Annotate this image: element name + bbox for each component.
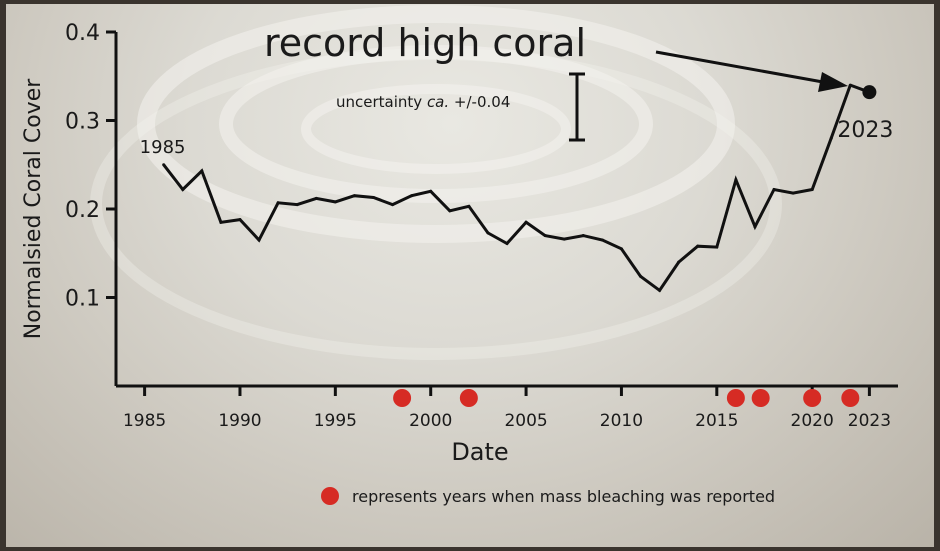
- series-data-point: [429, 189, 433, 193]
- y-axis-label: Normalsied Coral Cover: [21, 78, 46, 339]
- bleaching-year-marker: [393, 389, 412, 407]
- series-data-point: [581, 234, 585, 238]
- legend-text: represents years when mass bleaching was…: [352, 487, 775, 506]
- series-data-point: [753, 225, 757, 229]
- x-tick-label: 2005: [504, 411, 547, 431]
- chart-panel: 0.1 0.2 0.3 0.4 1985 1990 1995 2000 2005 2010 201…: [6, 4, 934, 547]
- series-data-point: [715, 245, 719, 249]
- series-data-point: [619, 247, 623, 251]
- x-tick-label: 2010: [600, 411, 643, 431]
- uncertainty-ca: ca.: [427, 93, 449, 111]
- series-data-point: [677, 260, 681, 264]
- series-data-point: [448, 209, 452, 213]
- series-data-point: [486, 231, 490, 235]
- bleaching-year-marker: [726, 389, 745, 407]
- series-data-point: [410, 194, 414, 198]
- series-data-point: [391, 203, 395, 207]
- uncertainty-bar: [569, 72, 585, 142]
- series-data-point: [639, 274, 643, 278]
- series-data-point: [810, 188, 814, 192]
- series-data-point: [600, 238, 604, 242]
- x-tick-label: 2020: [791, 411, 834, 431]
- series-data-point: [200, 169, 204, 173]
- series-data-point: [238, 218, 242, 222]
- series-data-point: [772, 188, 776, 192]
- y-tick-label: 0.4: [65, 21, 100, 46]
- bleaching-year-marker: [803, 389, 822, 407]
- y-tick-label: 0.3: [65, 110, 100, 135]
- x-axis-label: Date: [451, 438, 508, 466]
- series-data-point: [467, 204, 471, 208]
- series-data-point: [333, 200, 337, 204]
- uncertainty-note: uncertainty ca. +/-0.04: [336, 93, 510, 111]
- series-data-point: [524, 220, 528, 224]
- headline-annotation: record high coral: [264, 21, 586, 65]
- end-year-label: 2023: [837, 118, 893, 143]
- series-data-point: [276, 201, 280, 205]
- uncertainty-suffix: +/-0.04: [449, 93, 510, 111]
- legend-bleaching-marker: [321, 487, 339, 505]
- series-data-point: [352, 194, 356, 198]
- start-year-label: 1985: [140, 137, 186, 158]
- series-data-point: [371, 195, 375, 199]
- x-tick-label: 1995: [314, 411, 357, 431]
- x-tick-label: 2015: [695, 411, 738, 431]
- series-data-point: [314, 196, 318, 200]
- series-data-point: [181, 188, 185, 192]
- series-data-point: [829, 136, 833, 140]
- coral-cover-chart: 0.1 0.2 0.3 0.4 1985 1990 1995 2000 2005 2010 201…: [21, 5, 898, 506]
- bleaching-year-marker: [751, 389, 770, 407]
- series-data-point: [658, 288, 662, 292]
- endpoint-2023-marker: [862, 85, 877, 100]
- series-data-point: [295, 203, 299, 207]
- bleaching-year-marker: [459, 389, 478, 407]
- y-tick-label: 0.2: [65, 198, 100, 223]
- series-data-point: [162, 163, 166, 167]
- uncertainty-prefix: uncertainty: [336, 93, 427, 111]
- series-data-point: [257, 238, 261, 242]
- coral-background-decoration: [90, 5, 782, 360]
- x-tick-label: 1985: [123, 411, 166, 431]
- series-data-point: [543, 234, 547, 238]
- series-data-point: [791, 191, 795, 195]
- series-data-point: [219, 220, 223, 224]
- series-data-point: [562, 237, 566, 241]
- headline-arrow-shaft: [655, 50, 835, 86]
- x-tick-label: 1990: [218, 411, 261, 431]
- y-tick-label: 0.1: [65, 287, 100, 312]
- bleaching-year-marker: [841, 389, 860, 407]
- series-data-point: [505, 242, 509, 246]
- series-data-point: [734, 178, 738, 182]
- headline-arrow-head: [818, 72, 848, 92]
- x-tick-label: 2000: [409, 411, 452, 431]
- x-tick-label: 2023: [848, 411, 891, 431]
- series-data-point: [696, 244, 700, 248]
